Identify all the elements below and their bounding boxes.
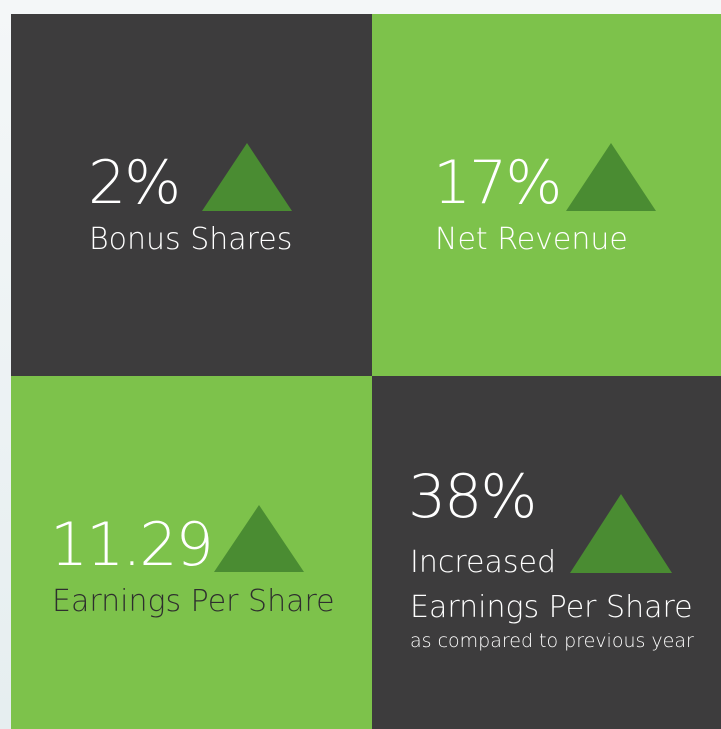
tile-label: Earnings Per Share bbox=[410, 590, 693, 625]
tile-dark bbox=[11, 14, 372, 376]
tile-value: 38% bbox=[408, 462, 535, 532]
up-arrow bbox=[214, 505, 304, 572]
tile-green bbox=[372, 14, 721, 376]
tile-label: Earnings Per Share bbox=[52, 584, 335, 619]
up-arrow bbox=[570, 494, 672, 573]
tile-label: Increased bbox=[410, 545, 556, 580]
tile-note: as compared to previous year bbox=[410, 630, 694, 652]
up-arrow bbox=[202, 143, 292, 211]
tile-label: Net Revenue bbox=[435, 222, 628, 257]
tile-value: 2% bbox=[88, 148, 179, 218]
tile-value: 11.29 bbox=[50, 510, 212, 580]
tile-label: Bonus Shares bbox=[89, 222, 292, 257]
tile-value: 17% bbox=[433, 148, 560, 218]
tile-dark bbox=[372, 376, 721, 729]
tile-green bbox=[11, 376, 372, 729]
up-arrow bbox=[566, 143, 656, 211]
